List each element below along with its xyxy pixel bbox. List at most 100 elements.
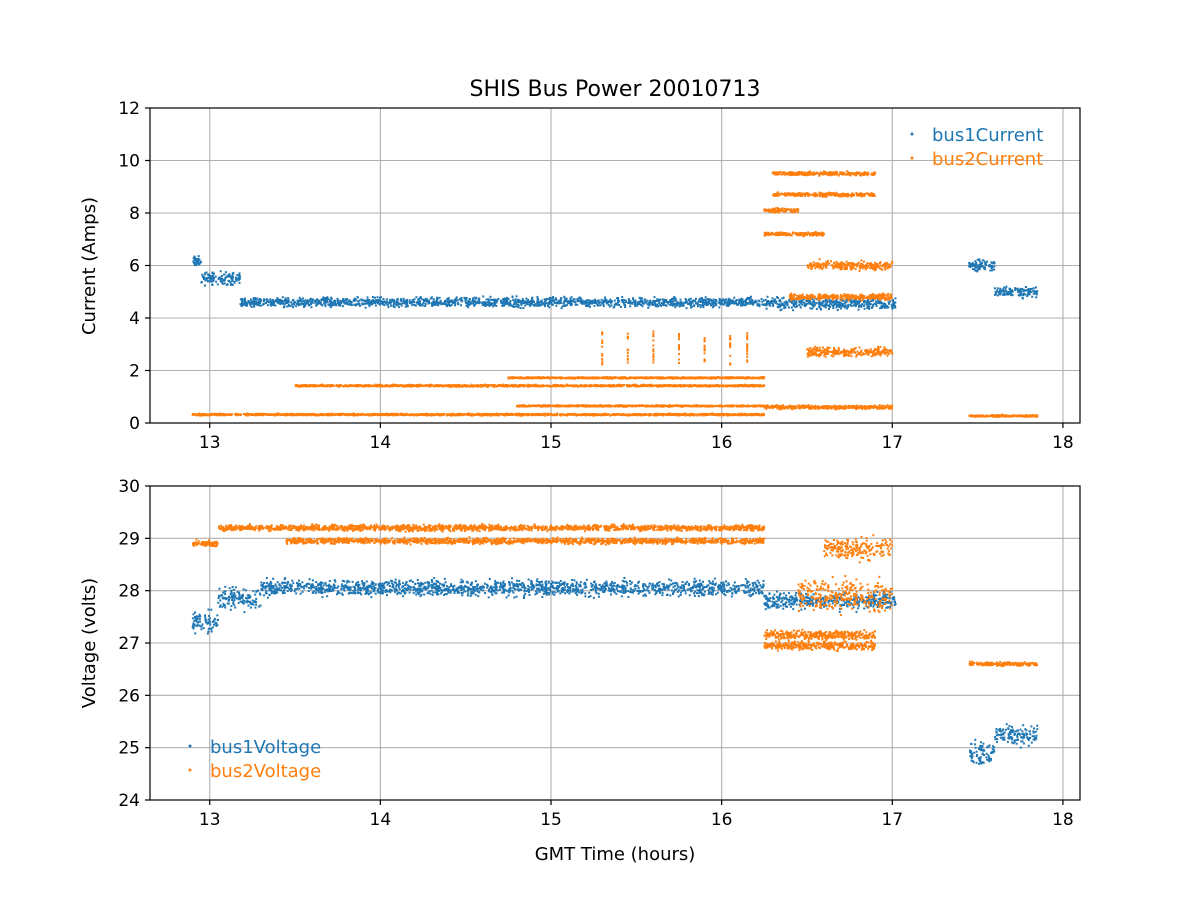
data-point (738, 301, 741, 304)
data-point (581, 299, 584, 302)
data-point (526, 414, 529, 417)
data-point (684, 301, 687, 304)
data-point (358, 304, 361, 307)
data-point (626, 413, 629, 416)
data-point (250, 302, 253, 305)
data-point (526, 300, 529, 303)
data-point (705, 300, 708, 302)
data-point (679, 302, 682, 305)
data-point (333, 300, 336, 302)
data-point (410, 302, 413, 305)
data-point (555, 304, 558, 307)
data-point (448, 304, 451, 306)
data-point (231, 283, 234, 286)
data-point (733, 296, 736, 299)
data-point (443, 412, 446, 415)
data-point (661, 303, 664, 306)
data-point (883, 305, 886, 308)
data-point (289, 304, 292, 307)
data-point (253, 303, 256, 306)
data-point (772, 303, 775, 306)
data-point (525, 297, 528, 300)
data-point (373, 413, 376, 416)
data-point (210, 277, 213, 280)
data-point (344, 298, 347, 301)
data-point (622, 298, 625, 301)
data-point (745, 413, 748, 416)
data-point (800, 301, 803, 304)
data-point (791, 300, 794, 303)
data-point (740, 303, 743, 306)
data-point (577, 297, 580, 300)
data-point (550, 413, 553, 416)
data-point (581, 301, 584, 304)
data-point (559, 298, 562, 301)
data-point (969, 266, 972, 269)
data-point (859, 304, 862, 307)
data-point (459, 413, 461, 416)
data-point (673, 299, 676, 302)
data-point (820, 308, 822, 311)
data-point (205, 278, 208, 281)
data-point (514, 413, 517, 416)
data-point (549, 298, 552, 301)
data-point (990, 261, 993, 264)
data-point (565, 304, 568, 307)
data-point (1032, 292, 1035, 295)
data-point (231, 272, 234, 275)
data-point (736, 303, 739, 306)
data-point (733, 302, 736, 305)
data-point (431, 302, 434, 305)
top-ylabel: Current (Amps) (79, 197, 100, 335)
data-point (465, 413, 468, 416)
data-point (473, 300, 476, 303)
data-point (395, 303, 398, 306)
data-point (303, 301, 306, 304)
data-point (863, 307, 866, 310)
data-point (856, 300, 859, 303)
data-point (502, 301, 505, 304)
data-point (693, 299, 695, 302)
data-point (197, 263, 200, 266)
data-point (242, 304, 245, 307)
data-point (613, 414, 616, 417)
data-point (1008, 287, 1011, 290)
data-point (1009, 290, 1012, 293)
data-point (562, 413, 565, 416)
data-point (302, 297, 304, 300)
data-point (476, 301, 479, 304)
data-point (244, 301, 247, 304)
data-point (1000, 290, 1003, 293)
data-point (485, 304, 488, 306)
data-point (756, 413, 759, 416)
data-point (653, 300, 656, 302)
data-point (510, 413, 513, 416)
data-point (726, 413, 729, 416)
data-point (423, 414, 426, 416)
data-point (659, 303, 662, 306)
data-point (738, 298, 741, 301)
data-point (330, 304, 333, 307)
data-point (522, 307, 525, 310)
data-point (704, 296, 707, 299)
data-point (672, 413, 675, 416)
data-point (758, 303, 761, 306)
data-point (239, 303, 242, 306)
data-point (1029, 288, 1032, 290)
data-point (336, 297, 339, 300)
data-point (536, 414, 539, 417)
data-point (630, 413, 632, 416)
data-point (366, 413, 369, 416)
data-point (1005, 285, 1008, 288)
data-point (794, 303, 797, 306)
data-point (892, 300, 895, 303)
data-point (364, 302, 367, 305)
data-point (270, 301, 273, 304)
data-point (793, 304, 795, 307)
data-point (765, 304, 768, 307)
data-point (808, 299, 811, 302)
data-point (580, 301, 583, 303)
data-point (364, 306, 367, 309)
data-point (447, 297, 450, 300)
data-point (646, 413, 649, 416)
